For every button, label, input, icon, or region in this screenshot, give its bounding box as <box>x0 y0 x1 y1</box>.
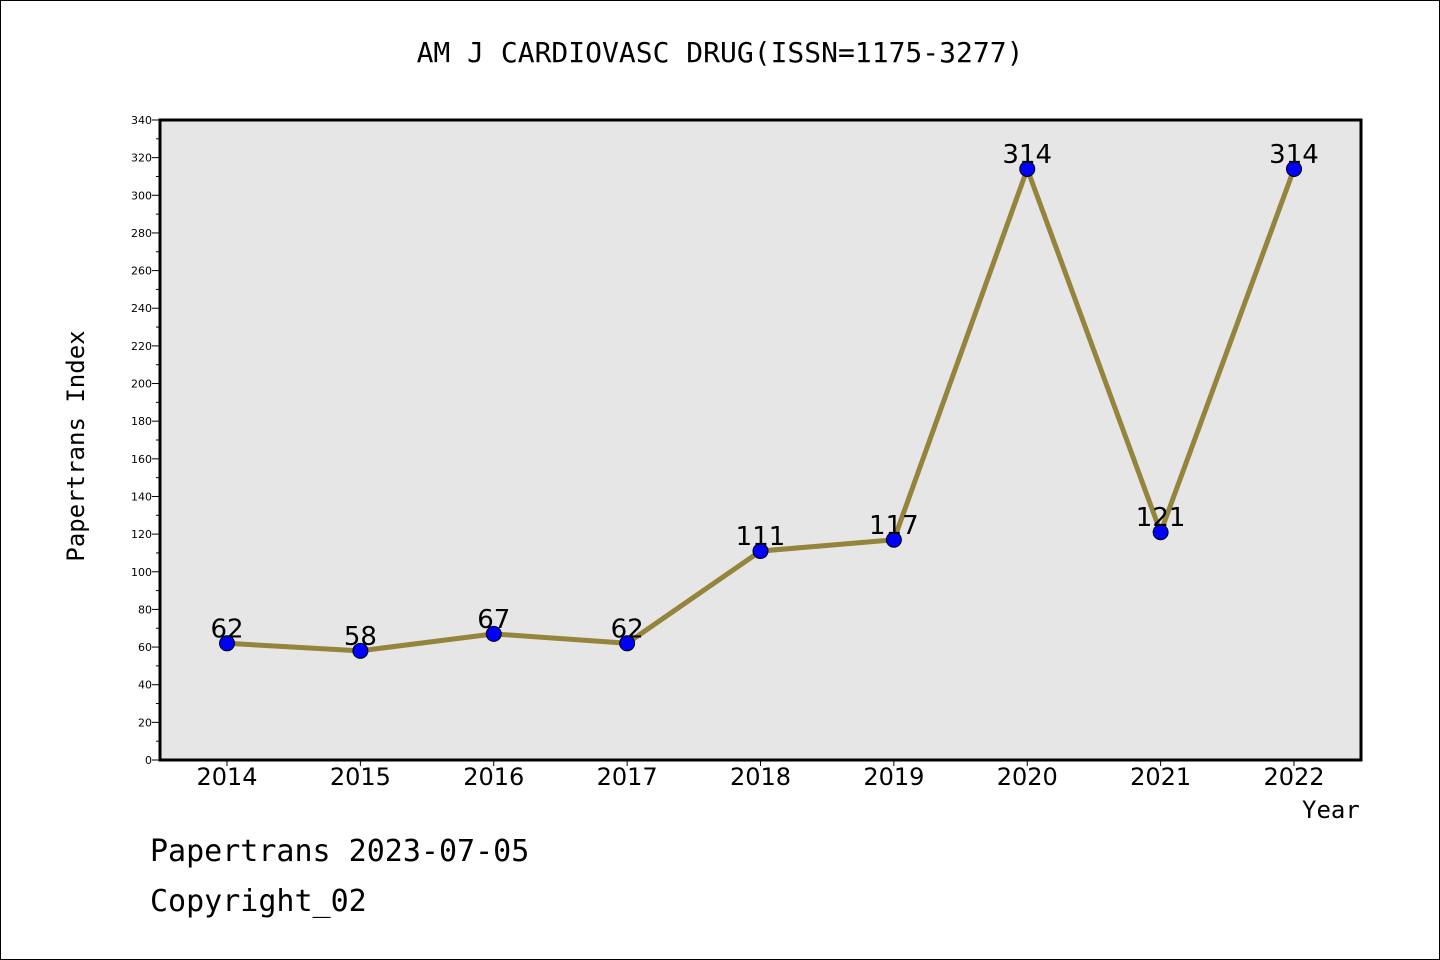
y-tick-label: 340 <box>131 114 152 127</box>
y-tick-label: 140 <box>131 490 152 503</box>
y-tick-label: 260 <box>131 265 152 278</box>
x-tick-label: 2021 <box>1130 763 1191 791</box>
y-tick-label: 160 <box>131 453 152 466</box>
data-label: 314 <box>1269 140 1319 170</box>
y-tick-label: 220 <box>131 340 152 353</box>
data-label: 121 <box>1136 503 1186 533</box>
x-tick-label: 2019 <box>863 763 924 791</box>
x-tick-label: 2016 <box>463 763 524 791</box>
plot-area <box>160 120 1361 760</box>
data-point <box>619 635 636 652</box>
data-point <box>1019 160 1036 177</box>
y-tick-label: 80 <box>138 603 152 616</box>
data-point <box>219 635 235 652</box>
data-point <box>352 642 369 659</box>
data-label: 111 <box>736 522 786 552</box>
data-point <box>752 543 769 560</box>
y-tick-label: 320 <box>131 152 152 165</box>
data-label: 62 <box>611 614 644 644</box>
y-tick-label: 280 <box>131 227 152 240</box>
data-label: 314 <box>1002 140 1052 170</box>
y-tick-label: 200 <box>131 378 152 391</box>
x-tick-label: 2014 <box>196 763 257 791</box>
y-tick-label: 120 <box>131 528 152 541</box>
y-tick-label: 40 <box>138 679 152 692</box>
x-tick-label: 2017 <box>597 763 658 791</box>
x-tick-label: 2022 <box>1263 763 1324 791</box>
y-tick-label: 0 <box>145 754 152 767</box>
footer-copyright: Copyright_02 <box>150 884 367 919</box>
y-tick-label: 100 <box>131 566 152 579</box>
footer-date: Papertrans 2023-07-05 <box>150 834 530 869</box>
data-point <box>1152 524 1169 541</box>
x-tick-label: 2018 <box>730 763 791 791</box>
data-point <box>885 531 902 548</box>
data-label: 67 <box>477 605 510 635</box>
y-tick-label: 300 <box>131 189 152 202</box>
data-label: 62 <box>210 614 243 644</box>
data-label: 117 <box>869 511 919 541</box>
x-tick-label: 2020 <box>997 763 1058 791</box>
data-point <box>485 625 502 642</box>
y-tick-label: 60 <box>138 641 152 654</box>
y-tick-label: 20 <box>138 716 152 729</box>
data-point <box>1286 160 1302 177</box>
plot-border <box>158 118 1363 762</box>
chart-title: AM J CARDIOVASC DRUG(ISSN=1175-3277) <box>416 36 1024 69</box>
y-tick-label: 240 <box>131 302 152 315</box>
y-tick-label: 180 <box>131 415 152 428</box>
x-tick-label: 2015 <box>330 763 391 791</box>
x-axis-label: Year <box>1302 796 1360 824</box>
data-label: 58 <box>344 622 377 652</box>
